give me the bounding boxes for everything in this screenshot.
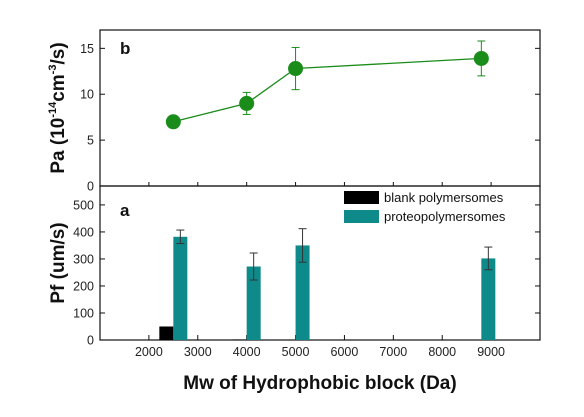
panel-b-ylabel-suffix: /s) (48, 42, 69, 64)
x-tick-label: 6000 (331, 345, 359, 359)
panel-b-ylabel-exp2: -3 (47, 65, 59, 75)
y-tick-label: 500 (73, 198, 94, 212)
x-tick-label: 9000 (477, 345, 505, 359)
x-axis-title: Mw of Hydrophobic block (Da) (183, 373, 456, 394)
y-tick-label: 15 (80, 42, 94, 56)
panel-b-marks (165, 40, 489, 130)
bar (246, 266, 261, 340)
data-point (239, 95, 255, 111)
legend-swatch-proteo (344, 210, 379, 223)
panel-a-letter: a (120, 201, 130, 220)
legend-label-blank: blank polymersomes (384, 190, 504, 205)
panel-a-marks (159, 228, 496, 340)
panel-b-ylabel-middle: cm (48, 74, 69, 101)
x-tick-label: 4000 (233, 345, 261, 359)
panel-b-frame (99, 29, 541, 187)
panel-b-ylabel-prefix: Pa (10 (48, 118, 69, 174)
y-tick-label: 300 (73, 252, 94, 266)
bar (173, 236, 188, 340)
data-point (288, 61, 304, 77)
panel-a-frame (99, 185, 541, 341)
legend-label-proteo: proteopolymersomes (384, 209, 506, 224)
bar (481, 258, 496, 340)
y-tick-label: 0 (87, 334, 94, 348)
x-tick-label: 3000 (184, 345, 212, 359)
panel-b-x-ticks (148, 182, 492, 186)
series-line (173, 57, 482, 123)
bar (232, 339, 247, 340)
panel-a-x-ticks: 2000 3000 4000 5000 6000 7000 8000 9000 (135, 335, 505, 359)
bar (295, 245, 310, 340)
y-tick-label: 0 (87, 180, 94, 194)
x-tick-label: 2000 (135, 345, 163, 359)
legend: blank polymersomes proteopolymersomes (344, 190, 506, 224)
x-tick-label: 8000 (428, 345, 456, 359)
panel-b-ylabel-exp1: -14 (47, 101, 59, 118)
panel-a-y-ticks: 0 100 200 300 400 500 (73, 198, 540, 348)
panel-a-ylabel: Pf (um/s) (48, 222, 69, 303)
y-tick-label: 400 (73, 225, 94, 239)
y-tick-label: 100 (73, 306, 94, 320)
y-tick-label: 200 (73, 279, 94, 293)
y-tick-label: 10 (80, 88, 94, 102)
panel-b-y-ticks: 0 5 10 15 (80, 42, 540, 194)
x-tick-label: 7000 (379, 345, 407, 359)
bar (159, 326, 174, 340)
panel-b-letter: b (120, 39, 130, 58)
data-point (473, 50, 489, 66)
x-tick-label: 5000 (282, 345, 310, 359)
legend-swatch-blank (344, 191, 379, 204)
panel-b-ylabel: Pa (10-14cm-3/s) (47, 42, 69, 173)
data-point (165, 114, 181, 130)
y-tick-label: 5 (87, 134, 94, 148)
